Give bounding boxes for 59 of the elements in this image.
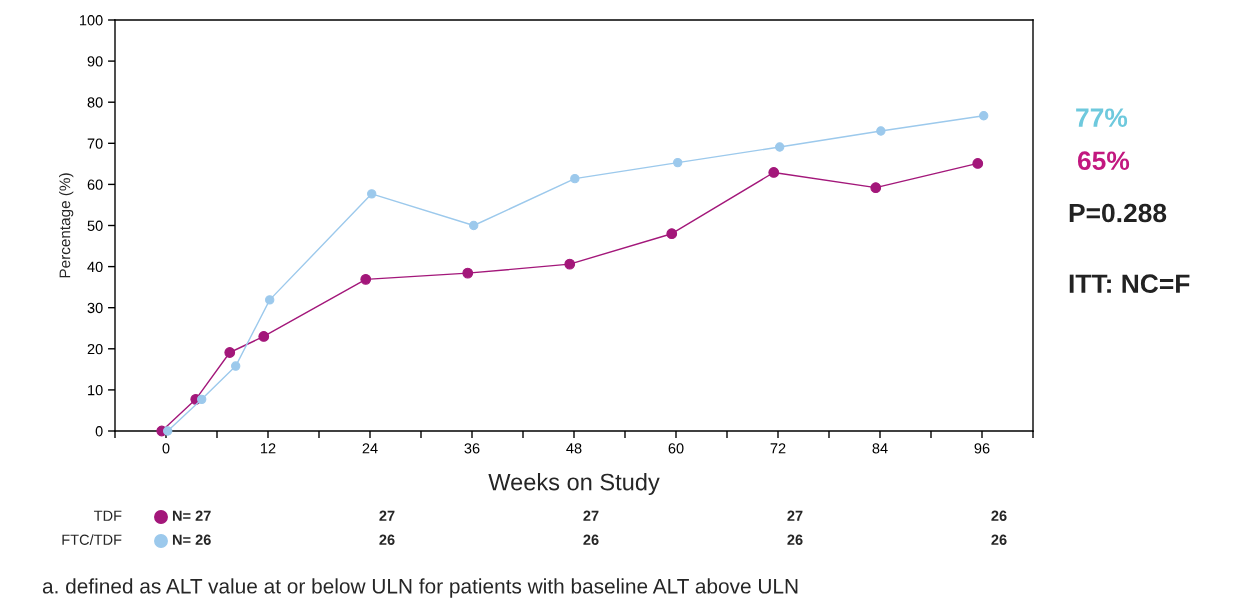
point — [768, 167, 780, 178]
text: 65% — [1077, 151, 1130, 171]
point — [673, 157, 683, 168]
point — [360, 273, 372, 285]
x-tick-label: 12 — [261, 443, 276, 454]
y-tick-label: 30 — [87, 302, 103, 314]
x-tick-label: 72 — [770, 443, 786, 454]
x-tick-label: 36 — [464, 443, 480, 454]
text: N= 27 — [172, 510, 211, 521]
text: a. defined as ALT value at or below ULN for patients with baseline ALT above ULN — [42, 578, 798, 598]
point — [775, 142, 785, 152]
text: 27 — [379, 510, 395, 521]
text: 27 — [787, 510, 803, 521]
point — [972, 158, 984, 169]
text: 77% — [1076, 108, 1128, 127]
point — [224, 347, 236, 358]
point — [265, 295, 275, 305]
y-tick-label: 90 — [87, 56, 103, 67]
point — [564, 258, 576, 270]
y-tick-label: 10 — [88, 385, 103, 396]
text: 27 — [583, 510, 599, 521]
x-tick-label: 48 — [566, 443, 582, 454]
point — [462, 267, 474, 279]
point — [666, 228, 678, 240]
text: 26 — [991, 534, 1007, 545]
y-tick-label: 70 — [87, 138, 103, 149]
point — [258, 331, 270, 342]
y-tick-label: 60 — [87, 179, 103, 190]
x-tick-label: 60 — [668, 443, 684, 454]
point — [469, 220, 479, 231]
point — [979, 111, 989, 121]
point — [870, 182, 882, 194]
y-tick-label: 40 — [87, 261, 103, 273]
legend-label: TDF — [93, 510, 122, 521]
text: 26 — [787, 534, 803, 545]
legend-label: FTC/TDF — [62, 534, 122, 545]
point — [197, 394, 207, 405]
x-tick-label: 24 — [362, 443, 378, 454]
text: 26 — [583, 534, 599, 545]
text: ITT: NC=F — [1069, 274, 1190, 294]
x-tick-label: 84 — [872, 443, 888, 454]
point — [367, 189, 377, 199]
y-tick-label: 80 — [87, 97, 103, 108]
point — [163, 426, 173, 436]
x-axis-title: Weeks on Study — [488, 473, 660, 496]
y-axis-title: Percentage (%) — [59, 173, 74, 278]
text: 26 — [379, 534, 395, 545]
y-tick-label: 0 — [95, 426, 103, 437]
y-tick-label: 100 — [79, 15, 103, 26]
text: 26 — [991, 510, 1007, 521]
y-tick-label: 50 — [87, 220, 103, 231]
x-tick-label: 0 — [162, 443, 170, 454]
text: P=0.288 — [1069, 203, 1167, 223]
point — [570, 173, 580, 184]
text: N= 26 — [172, 534, 211, 545]
point — [231, 361, 241, 371]
y-tick-label: 20 — [87, 343, 103, 355]
point — [876, 126, 886, 136]
x-tick-label: 96 — [974, 443, 990, 454]
